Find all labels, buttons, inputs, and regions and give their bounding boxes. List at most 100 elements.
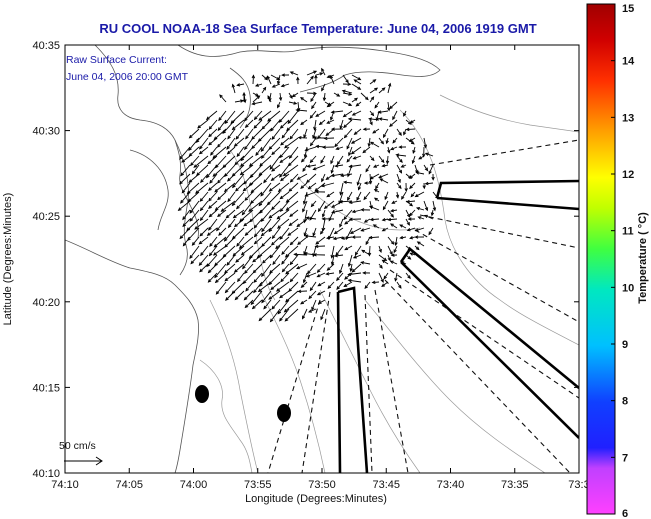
current-vector	[300, 96, 308, 103]
current-vector	[288, 218, 299, 227]
current-vector	[244, 191, 254, 201]
current-vector	[312, 227, 317, 237]
current-vector	[393, 245, 398, 254]
current-vector	[350, 146, 362, 155]
current-vector	[207, 155, 218, 165]
beam-line-2	[419, 214, 579, 249]
current-vector	[236, 236, 245, 247]
current-vector	[356, 173, 362, 186]
current-vector	[314, 74, 318, 85]
current-vector	[389, 208, 398, 213]
current-vector	[373, 188, 380, 193]
current-vector	[342, 180, 353, 185]
current-vector	[339, 182, 344, 196]
current-vector	[389, 223, 398, 229]
coastline-long-island	[177, 45, 441, 93]
current-vector	[207, 182, 218, 192]
current-vector	[321, 209, 326, 218]
current-vector	[375, 182, 380, 190]
current-vector	[242, 91, 246, 103]
current-vector	[344, 245, 353, 251]
colorbar-tick-label: 10	[622, 282, 634, 294]
current-vector	[347, 254, 353, 268]
current-vector	[216, 137, 227, 148]
current-vector	[320, 155, 326, 164]
current-vector	[234, 99, 245, 103]
current-vector	[277, 182, 290, 193]
current-vector	[351, 74, 362, 81]
current-vector	[271, 146, 281, 156]
current-vector	[330, 127, 344, 131]
current-vector	[391, 200, 398, 204]
current-vector	[295, 108, 308, 112]
current-vector	[253, 218, 263, 229]
current-vector	[329, 74, 335, 85]
current-vector	[385, 155, 390, 165]
current-vector	[339, 119, 344, 130]
current-vector	[284, 137, 299, 149]
current-vector	[341, 89, 353, 94]
current-vector	[243, 263, 254, 274]
current-vector	[362, 127, 371, 131]
current-vector	[309, 281, 317, 292]
current-vector	[347, 117, 362, 121]
current-vector	[225, 290, 236, 301]
current-vector	[297, 289, 308, 293]
current-vector	[410, 191, 416, 198]
current-vector	[342, 110, 353, 118]
current-vector	[279, 200, 290, 213]
current-vector	[215, 281, 227, 295]
current-vector	[253, 236, 263, 245]
current-vector	[318, 119, 326, 126]
coastline-nj-mainland	[65, 239, 199, 473]
map-layer	[65, 45, 579, 473]
current-vector	[369, 119, 373, 126]
y-axis: 40:35 40:30 40:25 40:20 40:15 40:10	[32, 40, 579, 480]
current-vector	[365, 164, 371, 173]
current-vector	[304, 234, 317, 238]
current-vector	[400, 261, 407, 265]
current-vector	[177, 200, 191, 211]
current-vector	[252, 263, 263, 274]
current-vector	[389, 101, 398, 110]
current-vector	[389, 260, 398, 265]
current-vector	[326, 101, 335, 108]
current-vector	[351, 83, 362, 90]
current-vector	[381, 227, 389, 232]
current-vector	[253, 272, 263, 284]
current-vector	[289, 272, 299, 283]
current-vector	[395, 191, 400, 199]
current-vector	[411, 155, 416, 165]
current-vector	[325, 272, 335, 276]
current-vector	[234, 290, 245, 301]
current-vector	[373, 197, 380, 202]
current-vector	[179, 146, 191, 160]
current-vector	[182, 218, 191, 228]
current-vector	[360, 208, 371, 212]
current-vector	[378, 263, 383, 269]
current-vector	[227, 191, 236, 203]
current-vector	[266, 75, 272, 85]
current-vector	[224, 272, 236, 282]
current-vector	[200, 173, 209, 184]
current-vector	[275, 281, 290, 292]
current-vector	[347, 191, 353, 201]
current-vector	[270, 281, 281, 291]
current-vector	[189, 209, 200, 222]
current-vector	[368, 235, 380, 240]
beam-line-8	[301, 291, 331, 473]
current-vector	[396, 128, 402, 137]
current-vector	[314, 190, 326, 194]
current-vector	[306, 263, 317, 275]
current-vector	[415, 207, 425, 211]
current-vector	[418, 155, 425, 160]
coastline-bay-inner	[129, 149, 169, 231]
current-vector	[412, 146, 416, 155]
current-vector	[343, 128, 353, 139]
current-vector	[316, 263, 326, 273]
current-vector	[225, 209, 236, 219]
current-vector	[261, 263, 272, 278]
current-vector	[374, 101, 380, 109]
current-vector	[351, 235, 362, 239]
current-vector	[308, 290, 317, 300]
